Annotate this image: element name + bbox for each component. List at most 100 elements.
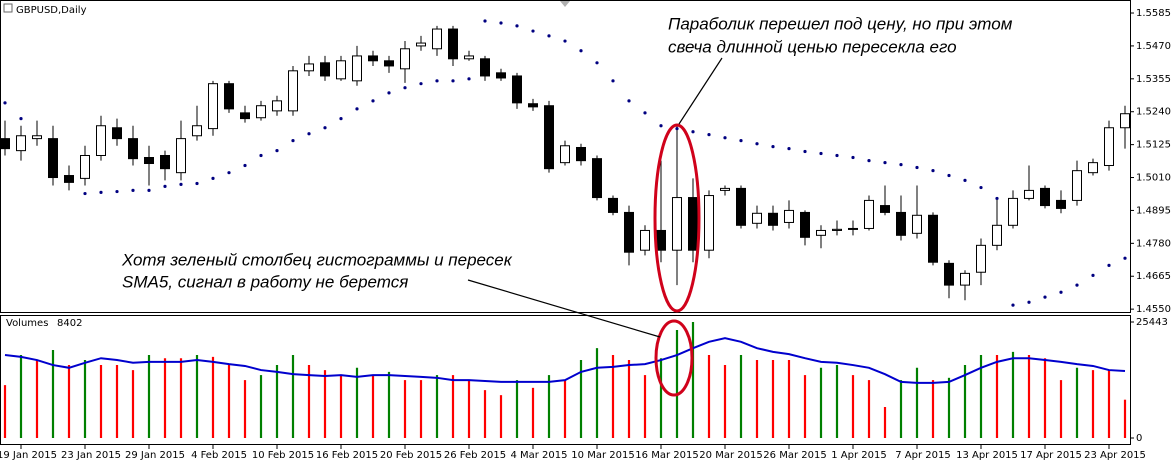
sar-dot — [1107, 263, 1111, 267]
candle-body — [1072, 170, 1082, 201]
sar-dot — [723, 136, 727, 140]
candle-body — [752, 212, 762, 224]
sar-dot — [115, 189, 119, 194]
candle-body — [624, 211, 634, 253]
sar-dot — [595, 61, 599, 65]
sar-dot — [787, 147, 791, 151]
sar-dot — [1091, 273, 1095, 277]
candle-body — [992, 224, 1002, 246]
x-tick-label: 7 Apr 2015 — [895, 450, 950, 461]
sar-dot — [755, 142, 759, 146]
y-tick-label: 1.4550 — [1136, 304, 1171, 315]
callout-line — [467, 279, 661, 338]
candle-body — [144, 157, 154, 165]
x-tick-label: 10 Feb 2015 — [252, 450, 314, 461]
sar-dot — [211, 176, 215, 180]
candle-body — [448, 28, 458, 60]
x-tick-label: 29 Jan 2015 — [125, 450, 185, 461]
candle-body — [208, 83, 218, 130]
candle-body — [976, 244, 986, 273]
candle-body — [560, 145, 570, 164]
candle-body — [736, 187, 746, 226]
annotation-text: свеча длинной ценью пересекла его — [668, 37, 957, 56]
x-tick-label: 10 Mar 2015 — [571, 450, 634, 461]
sar-dot — [179, 182, 183, 186]
candle-body — [1040, 187, 1050, 207]
sar-dot — [643, 111, 647, 115]
candle-body — [928, 214, 938, 263]
candle-body — [592, 158, 602, 199]
price-panel — [0, 0, 1131, 313]
sar-dot — [835, 153, 839, 158]
x-tick-label: 23 Jan 2015 — [61, 450, 121, 461]
sar-dot — [355, 107, 359, 111]
sar-dot — [995, 196, 999, 201]
candle-body — [784, 209, 794, 223]
candle-body — [48, 138, 58, 179]
sar-dot — [883, 161, 887, 165]
x-tick-label: 20 Mar 2015 — [699, 450, 762, 461]
candle-body — [608, 197, 618, 213]
sar-dot — [483, 19, 487, 23]
y-tick-label: 1.4665 — [1136, 271, 1171, 282]
candle-body — [464, 55, 474, 60]
sar-dot — [819, 151, 823, 156]
y-tick-label: 1.5470 — [1136, 41, 1171, 52]
sar-dot — [739, 139, 743, 143]
candle-body — [816, 229, 826, 236]
candle-body — [336, 60, 346, 80]
candle-body — [192, 125, 202, 137]
sar-dot — [387, 91, 391, 95]
sar-dot — [499, 21, 503, 25]
sar-dot — [339, 116, 343, 121]
sar-dot — [867, 159, 871, 163]
candle-body — [32, 135, 42, 140]
sar-dot — [435, 79, 439, 83]
sar-dot — [1043, 295, 1047, 299]
x-tick-label: 20 Feb 2015 — [380, 450, 442, 461]
candle-body — [400, 48, 410, 70]
sar-dot — [563, 39, 567, 43]
candle-body — [496, 72, 506, 79]
sar-dot — [611, 79, 615, 83]
sar-dot — [19, 116, 23, 121]
candle-body — [128, 138, 138, 160]
candle-body — [896, 211, 906, 236]
x-tick-label: 16 Feb 2015 — [316, 450, 378, 461]
sar-dot — [1027, 300, 1031, 304]
candle-body — [688, 197, 698, 251]
sar-dot — [915, 165, 919, 170]
candle-body — [1104, 127, 1114, 167]
x-tick-label: 4 Feb 2015 — [191, 450, 247, 461]
sar-dot — [147, 188, 151, 193]
annotation-text: Хотя зеленый столбец гистограммы и перес… — [121, 250, 513, 269]
sar-dot — [131, 188, 135, 193]
candle-body — [96, 125, 106, 156]
candle-body — [880, 205, 890, 213]
sma-line — [4, 337, 1126, 384]
sar-dot — [259, 153, 263, 158]
candle-body — [480, 58, 490, 77]
callout-line — [678, 57, 723, 125]
candle-body — [224, 83, 234, 110]
candle-body — [672, 197, 682, 251]
y-tick-label: 0 — [1136, 433, 1142, 444]
highlight-ellipse — [654, 319, 694, 397]
sar-dot — [899, 163, 903, 167]
x-tick-label: 23 Apr 2015 — [1084, 450, 1146, 461]
sar-dot — [675, 127, 679, 131]
sar-dot — [227, 171, 231, 175]
sar-dot — [851, 155, 855, 160]
candle-body — [848, 227, 858, 230]
volume-title: Volumes — [6, 318, 48, 329]
annotation-text: Параболик перешел под цену, но при этом — [668, 14, 1013, 33]
x-tick-label: 13 Apr 2015 — [956, 450, 1018, 461]
volume-last-value: 8402 — [57, 318, 82, 329]
candle-body — [256, 105, 266, 119]
scroll-marker — [560, 1, 570, 7]
x-tick-label: 26 Feb 2015 — [444, 450, 506, 461]
sar-dot — [707, 133, 711, 137]
candle-body — [368, 55, 378, 62]
candle-body — [112, 127, 122, 140]
